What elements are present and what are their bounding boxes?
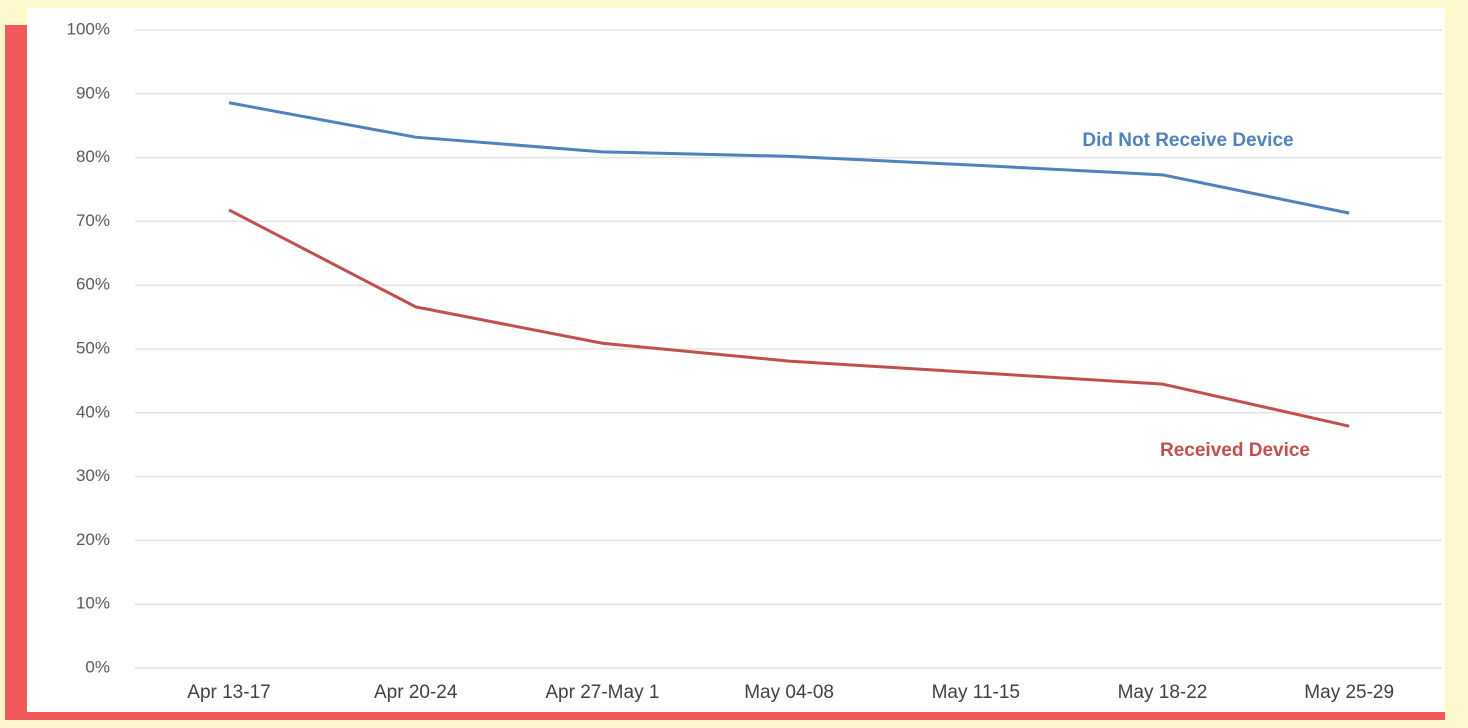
y-tick-label: 10% (76, 594, 110, 613)
y-tick-label: 0% (85, 657, 110, 676)
series-annotation: Did Not Receive Device (1082, 130, 1293, 151)
y-tick-label: 60% (76, 275, 110, 294)
x-tick-label: May 04-08 (744, 682, 834, 703)
x-tick-label: Apr 20-24 (374, 682, 458, 703)
y-tick-label: 50% (76, 338, 110, 357)
y-tick-label: 30% (76, 466, 110, 485)
y-tick-label: 20% (76, 530, 110, 549)
x-tick-label: May 25-29 (1304, 682, 1394, 703)
series-annotation: Received Device (1160, 440, 1310, 461)
y-tick-label: 70% (76, 211, 110, 230)
y-tick-label: 90% (76, 83, 110, 102)
series-line (228, 101, 1350, 215)
y-tick-label: 80% (76, 147, 110, 166)
series-line (228, 208, 1350, 428)
y-tick-label: 100% (67, 19, 110, 38)
x-tick-label: May 18-22 (1118, 682, 1208, 703)
y-tick-label: 40% (76, 402, 110, 421)
x-tick-label: May 11-15 (932, 682, 1020, 703)
x-tick-label: Apr 13-17 (187, 682, 270, 703)
plot-panel (27, 8, 1445, 712)
x-tick-label: Apr 27-May 1 (545, 682, 659, 703)
